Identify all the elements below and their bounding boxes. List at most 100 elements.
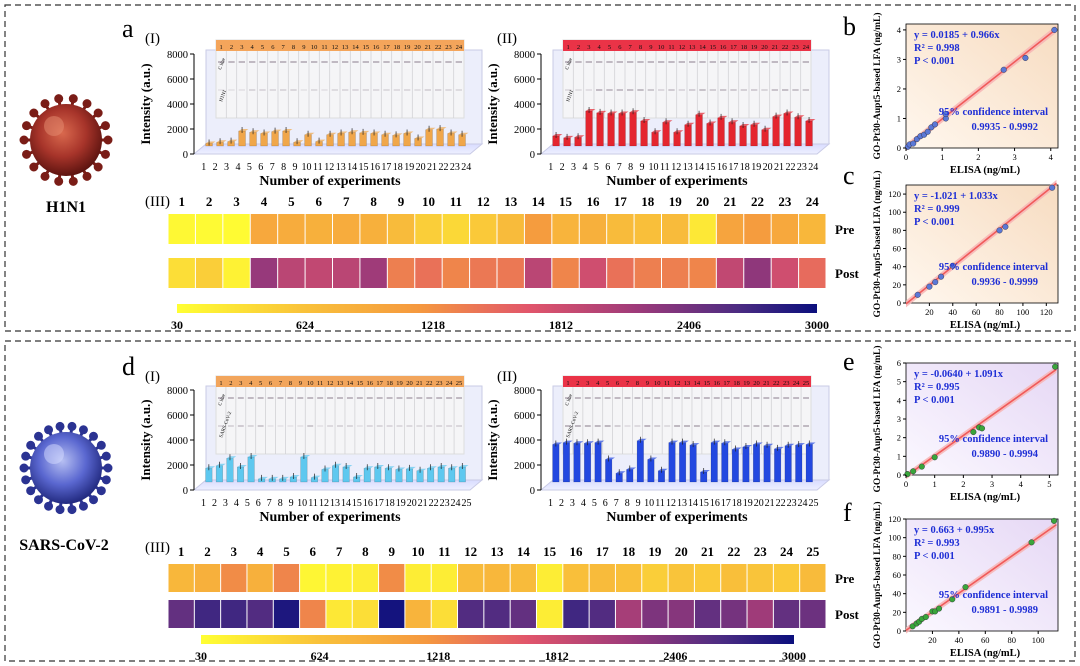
x-tick-label: 15 (706, 162, 716, 173)
strip-number: 2 (576, 380, 579, 387)
x-tick-label: 23 (450, 162, 460, 173)
x-tick-label: 5 (245, 498, 250, 509)
colorbar-tick-label: 624 (296, 318, 314, 332)
y-tick-label: 4000 (167, 436, 188, 447)
x-tick-label: 40 (949, 307, 958, 317)
bar-top (342, 465, 353, 467)
virus-spike-tip (19, 463, 29, 473)
heatmap-column-label: 13 (491, 544, 505, 559)
y-axis-label: Intensity (a.u.) (138, 63, 153, 144)
panel-letter-d: d (122, 352, 135, 381)
heatmap-cell (470, 214, 497, 244)
heatmap-cell (405, 564, 431, 592)
heatmap-row-label: Pre (835, 571, 854, 586)
virus-spike-tip (101, 475, 111, 485)
heatmap-cell (642, 564, 668, 592)
x-tick-label: 9 (636, 498, 641, 509)
strip-number: 23 (436, 380, 443, 387)
heatmap-column-label: 7 (343, 194, 350, 209)
colorbar-tick-label: 1812 (549, 318, 573, 332)
chart-floor (192, 479, 484, 491)
data-point (910, 468, 917, 475)
data-point (962, 584, 969, 591)
heatmap-cell (221, 600, 247, 628)
bar-top (403, 131, 414, 134)
strip-number: 23 (792, 44, 799, 51)
panel-letter-b: b (843, 12, 856, 41)
x-tick-label: 3 (1012, 152, 1016, 162)
bar-top (658, 468, 668, 471)
strip-number: 11 (321, 44, 327, 51)
x-tick-label: 15 (352, 498, 362, 509)
heatmap-cell (536, 600, 563, 628)
y-tick-label: 2 (897, 433, 901, 443)
heatmap-column-label: 1 (178, 194, 185, 209)
virus-h1n1-label: H1N1 (46, 199, 86, 216)
y-tick-label: 2000 (514, 125, 535, 136)
x-tick-label: 20 (754, 498, 764, 509)
y-tick-label: 0 (530, 486, 535, 497)
bar (448, 468, 456, 483)
heatmap-cell (223, 258, 250, 288)
x-tick-label: 12 (666, 498, 676, 509)
x-tick-label: 1 (201, 498, 206, 509)
x-tick-label: 13 (336, 162, 346, 173)
heatmap-cell (250, 258, 278, 288)
x-tick-label: 17 (728, 162, 738, 173)
x-tick-label: 7 (270, 162, 275, 173)
virus-spike-tip (40, 171, 50, 181)
x-tick-label: 80 (995, 307, 1004, 317)
bar-top (605, 457, 615, 460)
bar (594, 442, 602, 483)
p-value: P < 0.001 (914, 56, 955, 67)
virus-spike-tip (93, 108, 103, 118)
virus-spike-tip (29, 108, 39, 118)
strip-number: 8 (292, 44, 295, 51)
strip-number: 25 (456, 380, 463, 387)
heatmap-cell (387, 258, 415, 288)
panel-letter-a: a (122, 14, 134, 43)
bar-top (321, 467, 332, 470)
x-tick-label: 16 (370, 162, 380, 173)
x-tick-label: 6 (258, 162, 263, 173)
data-point (1028, 539, 1035, 546)
heatmap-a-III: 1 2 3 4 5 6 7 8 9 10 11 12 13 14 15 16 17 18 19 20 21 22 23 24P… (168, 194, 860, 332)
virus-spike-tip (100, 149, 110, 159)
y-tick-label: 4 (897, 395, 902, 405)
heatmap-cell (579, 214, 607, 244)
x-tick-label: 100 (1017, 307, 1030, 317)
bar (772, 116, 780, 147)
bar (673, 132, 681, 147)
strip-number: 24 (446, 380, 453, 387)
x-tick-label: 23 (787, 498, 797, 509)
virus-spike-tip (103, 463, 113, 473)
x-tick-label: 22 (785, 162, 795, 173)
strip-number: 10 (311, 44, 318, 51)
strip-number: 6 (618, 44, 622, 51)
bar-top (647, 457, 658, 460)
virus-h1n1-illustration (19, 94, 113, 186)
x-tick-label: 7 (614, 498, 619, 509)
strip-number: 1 (566, 380, 569, 387)
x-tick-label: 11 (655, 498, 665, 509)
heatmap-cell (458, 564, 484, 592)
y-tick-label: 3 (897, 414, 901, 424)
heatmap-column-label: 21 (724, 194, 737, 209)
heatmap-cell (415, 214, 442, 244)
bar-top (574, 135, 585, 138)
x-tick-label: 8 (625, 498, 630, 509)
heatmap-cell (195, 214, 223, 244)
y-tick-label: 0 (897, 143, 901, 153)
virus-spike-tip (22, 121, 32, 131)
heatmap-column-label: 19 (669, 194, 683, 209)
heatmap-cell (579, 258, 607, 288)
x-tick-label: 23 (797, 162, 807, 173)
y-tick-label: 8000 (514, 386, 535, 397)
virus-spike-tip (82, 171, 92, 181)
bar-top (293, 140, 304, 143)
x-tick-label: 10 (648, 162, 658, 173)
heatmap-cell (168, 258, 195, 288)
strip-number: 19 (404, 44, 411, 51)
x-tick-label: 14 (341, 498, 351, 509)
x-tick-label: 6 (603, 498, 608, 509)
